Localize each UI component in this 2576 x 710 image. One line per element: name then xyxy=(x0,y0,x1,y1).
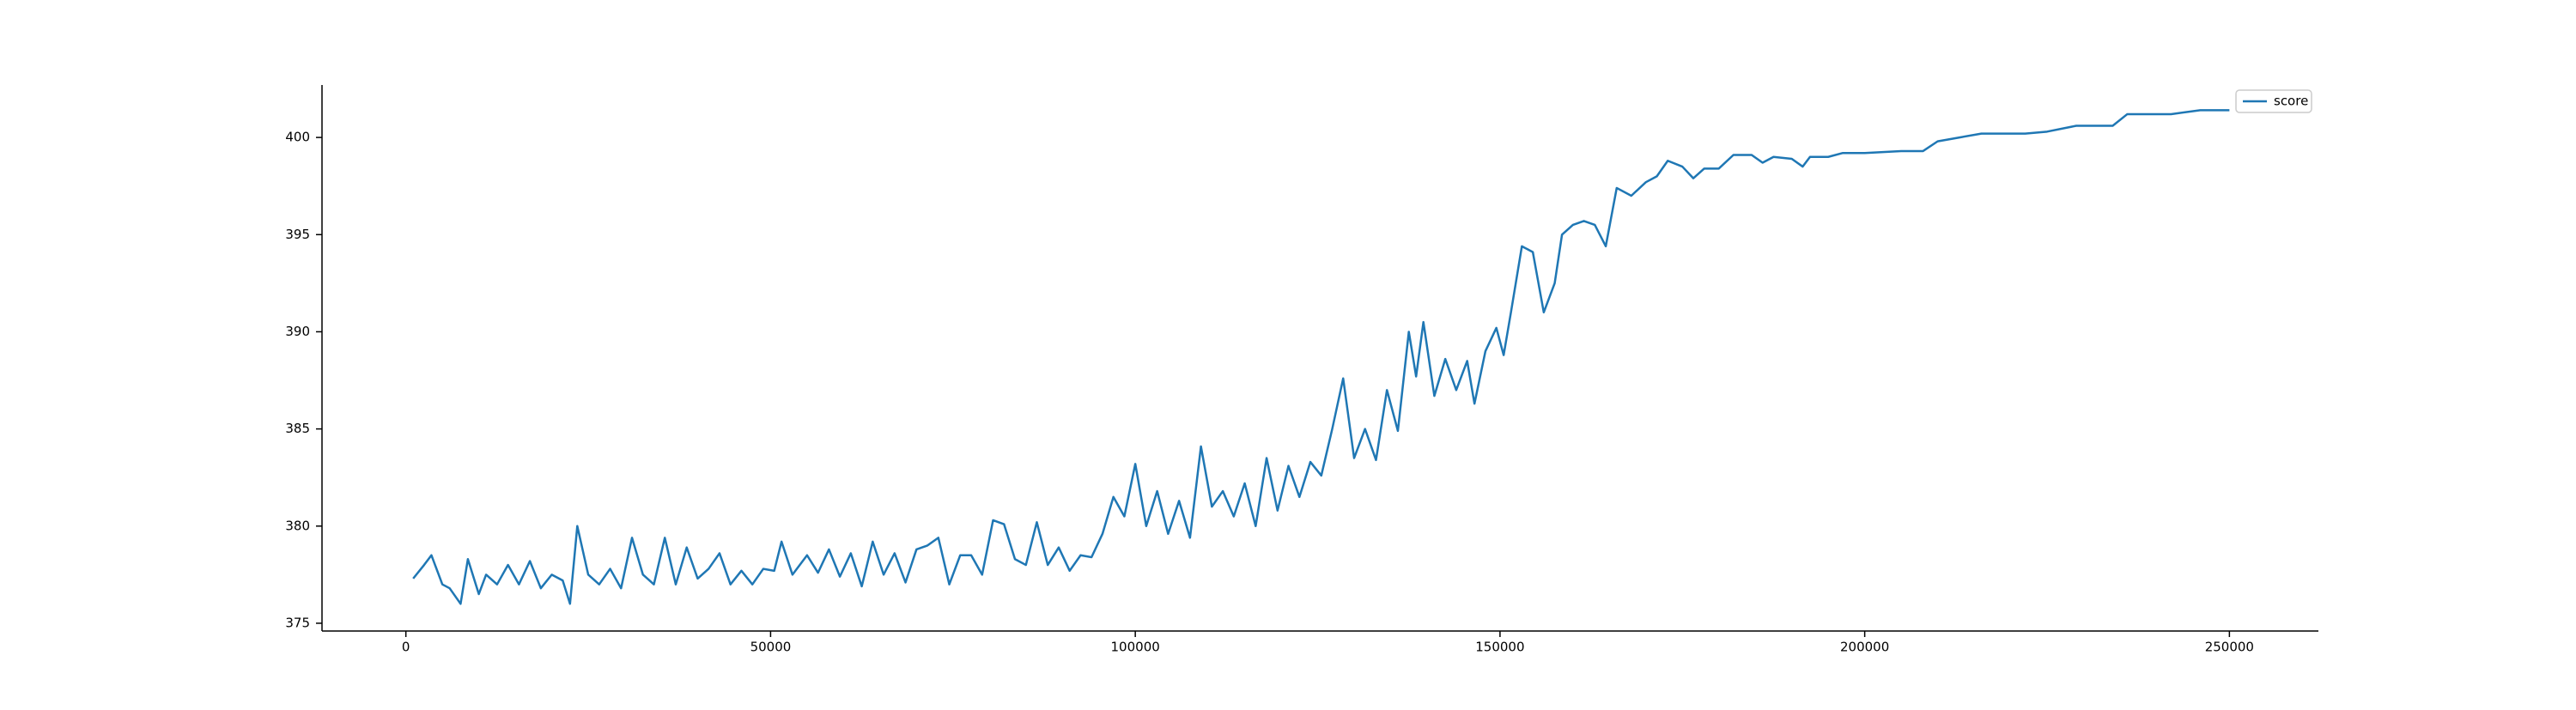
legend-box xyxy=(2235,89,2312,113)
y-tick-label: 395 xyxy=(285,227,310,242)
y-tick-label: 375 xyxy=(285,615,310,630)
x-tick-label: 250000 xyxy=(2205,640,2254,655)
y-tick-label: 380 xyxy=(285,518,310,533)
y-tick-label: 390 xyxy=(285,324,310,339)
line-series xyxy=(412,109,2230,605)
legend-label: score xyxy=(2274,94,2308,109)
x-tick-label: 150000 xyxy=(1475,640,1524,655)
x-tick-label: 100000 xyxy=(1111,640,1160,655)
x-tick-label: 50000 xyxy=(750,640,792,655)
x-tick-label: 200000 xyxy=(1840,640,1889,655)
y-tick-label: 385 xyxy=(285,421,310,436)
y-tick-label: 400 xyxy=(285,130,310,145)
x-tick-label: 0 xyxy=(402,640,410,655)
